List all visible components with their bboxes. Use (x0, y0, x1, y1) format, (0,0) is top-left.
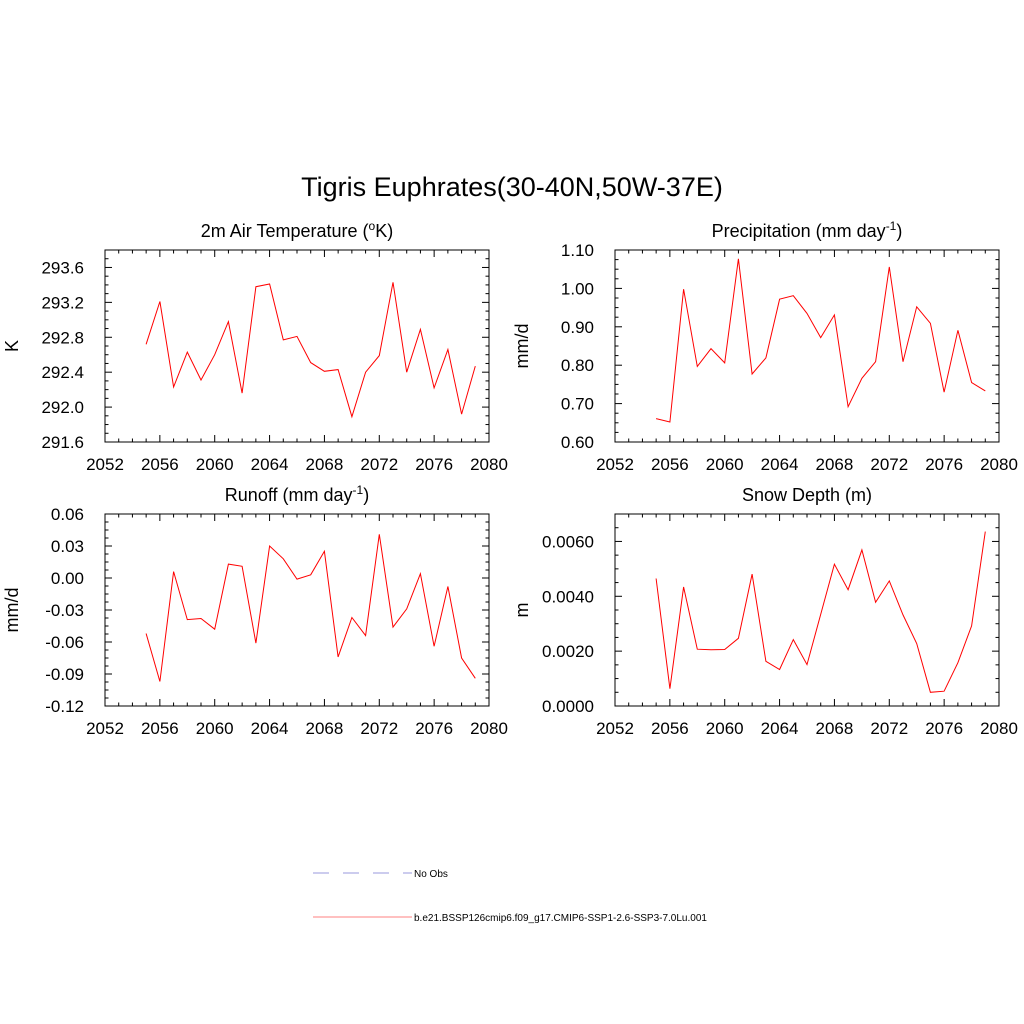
legend-label-model-run: b.e21.BSSP126cmip6.f09_g17.CMIP6-SSP1-2.… (414, 913, 707, 924)
x-tick-label: 2056 (651, 719, 689, 738)
panel-title-text: Runoff (mm day (225, 485, 353, 505)
y-tick-label: 0.0000 (542, 697, 594, 716)
y-tick-label: 0.0040 (542, 587, 594, 606)
legend-label-no-obs: No Obs (414, 869, 448, 880)
y-tick-label: -0.12 (45, 697, 84, 716)
x-tick-label: 2080 (470, 455, 508, 474)
x-tick-label: 2056 (141, 719, 179, 738)
panel-title: Runoff (mm day-1) (225, 483, 369, 505)
y-tick-label: 1.00 (561, 279, 594, 298)
x-tick-label: 2052 (86, 455, 124, 474)
panel-title-end: K) (375, 221, 393, 241)
panel-precipitation: Precipitation (mm day-1) 2052 2056 2060 2064… (512, 219, 1018, 474)
x-tick-label: 2052 (596, 455, 634, 474)
x-tick-label: 2076 (415, 455, 453, 474)
y-axis-label: K (2, 340, 22, 352)
y-tick-label: 0.0060 (542, 532, 594, 551)
x-tick-label: 2068 (306, 455, 344, 474)
x-tick-label: 2072 (870, 455, 908, 474)
panel-runoff: Runoff (mm day-1) 2052 2056 2060 2064 2068 207… (2, 483, 508, 738)
x-tick-label: 2080 (470, 719, 508, 738)
panel-title-text: Snow Depth (m) (742, 485, 872, 505)
series-line (145, 534, 476, 682)
y-tick-label: 0.06 (51, 505, 84, 524)
panel-title-end: ) (896, 221, 902, 241)
x-tick-label: 2056 (651, 455, 689, 474)
x-tick-label: 2052 (86, 719, 124, 738)
panel-title: 2m Air Temperature (oK) (201, 219, 393, 241)
x-tick-label: 2064 (761, 719, 799, 738)
plot-frame (614, 249, 1000, 443)
panel-title-superscript: -1 (886, 219, 897, 233)
x-tick-label: 2064 (251, 455, 289, 474)
y-tick-label: 293.2 (41, 293, 84, 312)
x-tick-label: 2056 (141, 455, 179, 474)
x-tick-label: 2068 (816, 719, 854, 738)
y-tick-label: -0.09 (45, 665, 84, 684)
y-tick-label: 1.10 (561, 241, 594, 260)
y-axis-label: mm/d (2, 588, 22, 633)
series-line (655, 258, 986, 423)
x-tick-label: 2064 (761, 455, 799, 474)
panels: 2m Air Temperature (oK)2052 2056 2060 2064 2… (2, 219, 1018, 738)
panel-title-text: Precipitation (mm day (712, 221, 886, 241)
x-tick-label: 2080 (980, 719, 1018, 738)
y-tick-label: 0.90 (561, 318, 594, 337)
series-line (145, 282, 476, 419)
y-tick-label: 291.6 (41, 433, 84, 452)
x-tick-label: 2068 (306, 719, 344, 738)
panel-title-superscript: o (369, 219, 376, 233)
y-tick-label: 0.03 (51, 537, 84, 556)
x-tick-label: 2060 (706, 455, 744, 474)
x-tick-label: 2060 (196, 455, 234, 474)
y-tick-label: 292.4 (41, 363, 84, 382)
y-tick-label: 0.0020 (542, 642, 594, 661)
legend-entry-model-run: b.e21.BSSP126cmip6.f09_g17.CMIP6-SSP1-2.… (313, 913, 707, 924)
x-tick-label: 2064 (251, 719, 289, 738)
y-axis-label: mm/d (512, 324, 532, 369)
x-tick-label: 2060 (706, 719, 744, 738)
panel-title-end: ) (363, 485, 369, 505)
legend: No Obs b.e21.BSSP126cmip6.f09_g17.CMIP6-… (313, 869, 707, 924)
y-tick-label: 292.8 (41, 328, 84, 347)
x-tick-label: 2052 (596, 719, 634, 738)
y-tick-label: 0.00 (51, 569, 84, 588)
series-line (655, 531, 986, 693)
y-tick-label: 0.80 (561, 356, 594, 375)
y-tick-label: 0.60 (561, 433, 594, 452)
plot-frame (614, 513, 1000, 707)
x-tick-label: 2060 (196, 719, 234, 738)
panel-title: Precipitation (mm day-1) (712, 219, 903, 241)
x-tick-label: 2076 (925, 719, 963, 738)
x-tick-label: 2076 (415, 719, 453, 738)
x-tick-label: 2072 (360, 455, 398, 474)
x-tick-label: 2072 (360, 719, 398, 738)
y-tick-label: 0.70 (561, 395, 594, 414)
y-tick-label: 293.6 (41, 258, 84, 277)
figure-title: Tigris Euphrates(30-40N,50W-37E) (301, 172, 723, 202)
x-tick-label: 2076 (925, 455, 963, 474)
y-tick-label: -0.06 (45, 633, 84, 652)
panel-title-text: 2m Air Temperature ( (201, 221, 369, 241)
legend-entry-no-obs: No Obs (313, 869, 448, 880)
y-tick-label: 292.0 (41, 398, 84, 417)
x-tick-label: 2080 (980, 455, 1018, 474)
plot-frame (104, 249, 490, 443)
plot-frame (104, 513, 490, 707)
y-tick-label: -0.03 (45, 601, 84, 620)
panel-title-superscript: -1 (353, 483, 364, 497)
x-tick-label: 2072 (870, 719, 908, 738)
panel-snow-depth: Snow Depth (m) 2052 2056 2060 2064 2068 2072 20… (512, 485, 1018, 738)
panel-temperature: 2m Air Temperature (oK) 2052 2056 2060 2064 2… (2, 219, 508, 474)
y-axis-label: m (512, 603, 532, 618)
x-tick-label: 2068 (816, 455, 854, 474)
panel-title: Snow Depth (m) (742, 485, 872, 505)
